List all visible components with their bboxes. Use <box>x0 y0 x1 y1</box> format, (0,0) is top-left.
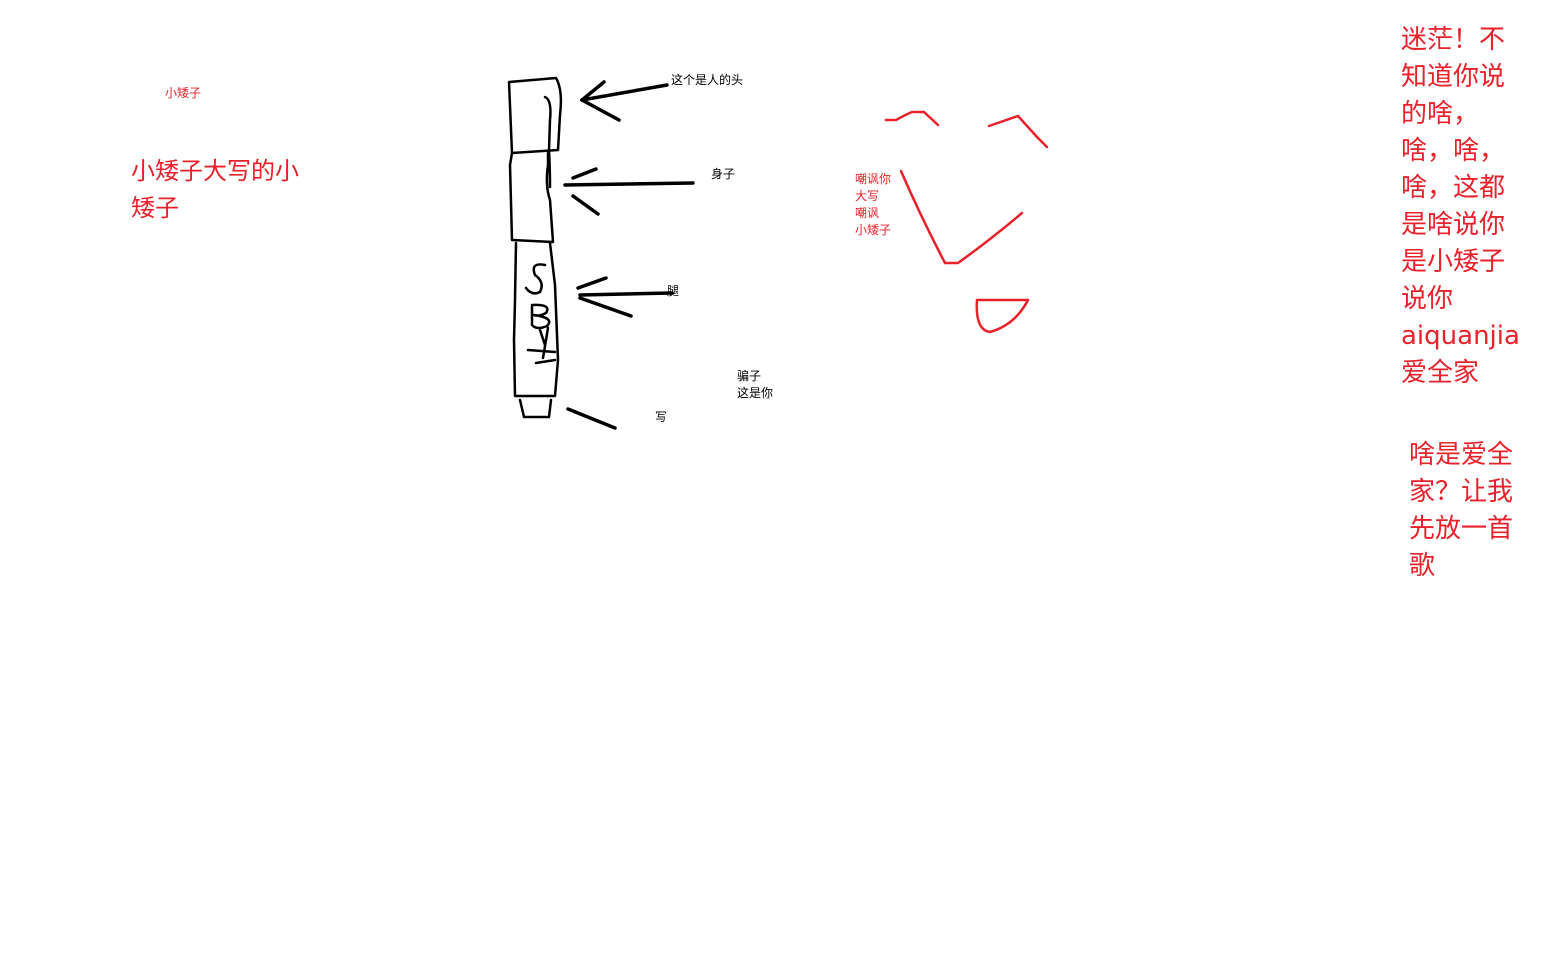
write-label: 写 <box>655 410 668 424</box>
arrow-body <box>563 167 695 216</box>
arrow-group <box>563 80 695 430</box>
red-face <box>884 110 1049 334</box>
figure-head-hair <box>543 95 552 189</box>
nose <box>899 169 1024 265</box>
left-brow <box>884 110 940 127</box>
sb-scrawl <box>524 263 557 365</box>
arrow-write <box>566 407 617 430</box>
small-dwarf-label: 小矮子 <box>165 86 202 100</box>
mouth <box>975 298 1030 334</box>
leg-label: 腿 <box>667 284 680 298</box>
arrow-head <box>580 80 669 122</box>
head-label: 这个是人的头 <box>671 73 744 87</box>
body-label: 身子 <box>711 167 736 181</box>
mock-label: 嘲讽你 大写 嘲讽 小矮子 <box>855 172 892 237</box>
confused-text: 迷茫！不 知道你说 的啥， 啥，啥， 啥，这都 是啥说你 是小矮子 说你 aiq… <box>1401 25 1520 388</box>
dwarf-caps-text: 小矮子大写的小 矮子 <box>131 157 299 222</box>
figure-body <box>508 151 555 244</box>
figure-leg <box>512 241 560 398</box>
what-is-text: 啥是爱全 家？让我 先放一首 歌 <box>1409 440 1514 581</box>
figure-sketch <box>507 76 563 419</box>
figure-foot <box>518 398 553 419</box>
right-brow <box>987 114 1049 149</box>
arrow-leg <box>576 276 674 318</box>
figure-head <box>507 76 563 155</box>
liar-label: 骗子 这是你 <box>737 369 774 400</box>
